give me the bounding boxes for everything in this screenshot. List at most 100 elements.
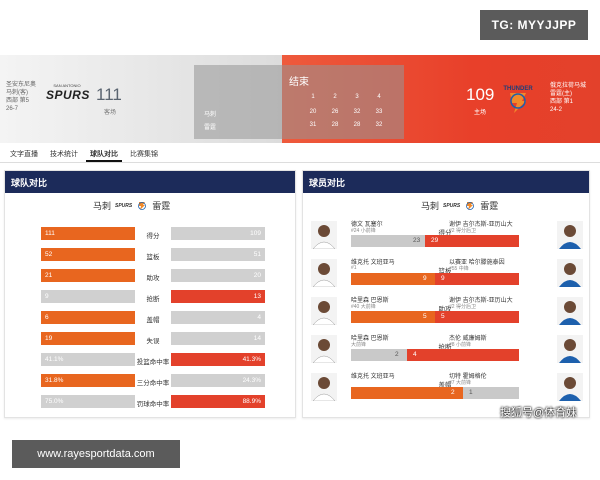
- home-stat-fill: [41, 332, 135, 345]
- home-stat-bar: 52: [41, 248, 135, 261]
- watermark-bottom-right: 搜狐号@体育妹: [500, 407, 578, 419]
- home-stat-value: 31.8%: [45, 377, 64, 384]
- tab-live-text[interactable]: 文字直播: [10, 151, 38, 158]
- player-compare-row: 哈里森 巴恩斯 #40 大前锋 助攻 谢伊 吉尔杰斯-亚历山大 #2 得分后卫 5 5: [303, 295, 591, 329]
- home-stat-bar: 19: [41, 332, 135, 345]
- home-score: 111: [96, 85, 122, 104]
- home-stat-bar: 6: [41, 311, 135, 324]
- away-stat-fill: [171, 374, 265, 387]
- away-stat-fill: [171, 395, 265, 408]
- away-stat-bar: 13: [171, 290, 265, 303]
- home-stat-bar: 21: [41, 269, 135, 282]
- quarter-header: 1 2 3 4: [311, 94, 381, 100]
- quarter-score-box: 结束 1 2 3 4 马刺 20 26 32 33 雷霆 31 28 28 32: [194, 65, 404, 139]
- home-player-name: 维克托 文班亚马: [351, 374, 395, 380]
- away-stat-bar: 14: [171, 332, 265, 345]
- away-stat-fill: [171, 227, 265, 240]
- home-player-fill: [351, 273, 435, 285]
- thunder-mini-logo: [466, 201, 475, 210]
- team-compare-title: 球队对比: [5, 171, 295, 193]
- home-player-name: 维克托 文班亚马: [351, 260, 395, 266]
- home-player-avatar: [311, 335, 337, 363]
- quarter-row-home: 马刺 20 26 32 33: [204, 109, 383, 118]
- away-player-avatar: [557, 259, 583, 287]
- home-stat-bar: 9: [41, 290, 135, 303]
- away-stat-bar: 109: [171, 227, 265, 240]
- home-stat-fill: [41, 374, 135, 387]
- watermark-top: TG: MYYJJPP: [480, 10, 588, 40]
- spurs-mini-logo: SPURS: [115, 202, 133, 209]
- home-player-value: 2: [395, 351, 399, 358]
- home-stat-fill: [41, 248, 135, 261]
- team-stat-row: 19 失误 14: [41, 332, 265, 345]
- away-stat-fill: [171, 311, 265, 324]
- player-compare-panel: 球员对比 马刺 SPURS 雷霆 德文 瓦塞尔 #24 小前锋 得分 谢伊 吉尔杰斯-…: [302, 170, 590, 418]
- away-score-label: 主场: [474, 110, 487, 116]
- away-stat-bar: 41.3%: [171, 353, 265, 366]
- away-stat-value: 109: [250, 230, 261, 237]
- home-player-value: 9: [423, 275, 427, 282]
- home-player-avatar: [311, 297, 337, 325]
- away-team-name: 雷霆: [152, 201, 171, 211]
- home-stat-fill: [41, 269, 135, 282]
- home-player-fill: [351, 235, 425, 247]
- away-player-fill: [435, 273, 519, 285]
- away-stat-fill: [171, 353, 265, 366]
- away-stat-value: 24.3%: [242, 377, 261, 384]
- home-team-name: 马刺: [93, 201, 112, 211]
- tab-box-score[interactable]: 技术统计: [50, 151, 78, 158]
- away-player-sub: #2 得分后卫: [449, 228, 476, 234]
- home-player-sub: #1: [351, 265, 357, 271]
- stat-label: 篮板: [146, 254, 160, 261]
- team-stat-row: 6 盖帽 4: [41, 311, 265, 324]
- away-stat-bar: 24.3%: [171, 374, 265, 387]
- tab-highlights[interactable]: 比赛集锦: [130, 151, 158, 158]
- away-player-fill: [435, 311, 519, 323]
- player-stat-bar: 23 29: [351, 235, 519, 247]
- stat-label: 投篮命中率: [136, 359, 170, 366]
- team-compare-panel: 球队对比 马刺 SPURS 雷霆 111 得分 109 52 篮板 51 21 助攻 20 9 抢断…: [4, 170, 296, 418]
- home-player-value: 23: [413, 237, 421, 244]
- home-stat-value: 6: [45, 314, 49, 321]
- team-stat-row: 75.0% 罚球命中率 88.9%: [41, 395, 265, 408]
- player-compare-teams: 马刺 SPURS 雷霆: [421, 199, 498, 212]
- home-stat-bar: 41.1%: [41, 353, 135, 366]
- player-compare-row: 维克托 文班亚马 盖帽 切特 霍姆格伦 #7 大前锋 2 1: [303, 371, 591, 405]
- game-status: 结束: [289, 77, 309, 88]
- home-player-name: 哈里森 巴恩斯: [351, 336, 389, 342]
- home-stat-fill: [41, 290, 135, 303]
- away-stat-bar: 88.9%: [171, 395, 265, 408]
- player-compare-row: 哈里森 巴恩斯 大前锋 抢断 杰伦 威廉姆斯 #8 小前锋 2 4: [303, 333, 591, 367]
- away-stat-fill: [171, 248, 265, 261]
- home-stat-fill: [41, 353, 135, 366]
- team-compare-teams: 马刺 SPURS 雷霆: [93, 199, 170, 212]
- home-stat-bar: 31.8%: [41, 374, 135, 387]
- away-stat-value: 88.9%: [242, 398, 261, 405]
- spurs-mini-logo: SPURS: [443, 202, 461, 209]
- team-stat-row: 52 篮板 51: [41, 248, 265, 261]
- tab-team-compare[interactable]: 球队对比: [86, 146, 122, 162]
- stat-label: 抢断: [146, 296, 160, 303]
- player-compare-title: 球员对比: [303, 171, 589, 193]
- home-player-avatar: [311, 221, 337, 249]
- home-player-sub: #40 大前锋: [351, 304, 376, 310]
- away-player-value: 9: [441, 275, 445, 282]
- away-stat-bar: 4: [171, 311, 265, 324]
- home-stat-value: 9: [45, 293, 49, 300]
- home-player-fill: [351, 387, 463, 399]
- player-compare-row: 德文 瓦塞尔 #24 小前锋 得分 谢伊 吉尔杰斯-亚历山大 #2 得分后卫 23 29: [303, 219, 591, 253]
- away-player-fill: [463, 387, 519, 399]
- thunder-mini-logo: [138, 201, 147, 210]
- stat-label: 三分命中率: [136, 380, 170, 387]
- away-player-avatar: [557, 221, 583, 249]
- home-stat-fill: [41, 395, 135, 408]
- away-stat-fill: [171, 290, 265, 303]
- team-stat-row: 9 抢断 13: [41, 290, 265, 303]
- away-stat-value: 4: [257, 314, 261, 321]
- home-player-name: 哈里森 巴恩斯: [351, 298, 389, 304]
- home-stat-fill: [41, 227, 135, 240]
- home-player-sub: 大前锋: [351, 342, 367, 348]
- away-stat-value: 13: [253, 293, 261, 300]
